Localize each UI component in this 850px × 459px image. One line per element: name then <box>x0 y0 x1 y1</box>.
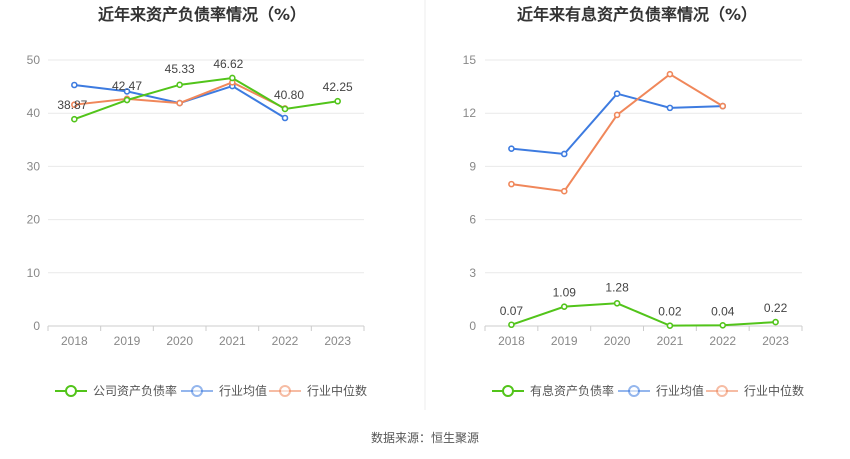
x-tick-label: 2023 <box>762 334 789 348</box>
y-tick-label: 9 <box>469 159 476 173</box>
data-label: 0.02 <box>658 305 682 319</box>
x-tick-label: 2018 <box>498 334 525 348</box>
legend-label: 行业均值 <box>219 383 267 398</box>
legend-marker <box>628 385 640 397</box>
data-point <box>71 115 78 123</box>
data-point <box>229 74 236 82</box>
data-point <box>281 114 289 122</box>
legend-label: 行业中位数 <box>307 383 367 398</box>
data-label: 0.07 <box>500 304 524 318</box>
data-label: 38.87 <box>57 98 87 112</box>
y-tick-label: 0 <box>33 319 40 333</box>
data-point <box>508 180 515 188</box>
series-line <box>511 92 723 156</box>
chart-panel-1: 近年来资产负债率情况（%） 0 10 20 30 40 50 2018 2019 2020 2021… <box>27 5 367 398</box>
legend-label: 有息资产负债率 <box>530 383 614 398</box>
data-label: 0.04 <box>711 304 735 318</box>
data-point <box>508 145 515 152</box>
chart-panel-2: 近年来有息资产负债率情况（%） 0 3 6 9 12 15 2018 2019 2020 2021 2… <box>463 5 804 398</box>
data-point <box>334 97 341 105</box>
legend-marker <box>65 385 77 397</box>
data-point <box>613 90 621 97</box>
data-label: 42.25 <box>323 80 353 94</box>
legend-label: 公司资产负债率 <box>93 383 177 398</box>
x-tick-label: 2019 <box>114 334 141 348</box>
data-point <box>613 300 621 307</box>
chart-title: 近年来有息资产负债率情况（%） <box>517 5 757 24</box>
data-point <box>666 70 674 78</box>
data-label: 46.62 <box>213 57 243 71</box>
legend-marker <box>502 385 514 397</box>
data-point <box>71 101 78 108</box>
legend-label: 行业中位数 <box>744 383 804 398</box>
legend-marker <box>191 385 203 397</box>
series-line <box>73 76 338 121</box>
x-tick-label: 2021 <box>657 334 684 348</box>
y-tick-label: 30 <box>27 159 41 173</box>
x-tick-label: 2022 <box>709 334 736 348</box>
data-label: 45.33 <box>165 62 195 76</box>
chart-title: 近年来资产负债率情况（%） <box>98 5 306 24</box>
y-tick-label: 15 <box>463 53 477 67</box>
legend-marker <box>279 385 291 397</box>
y-tick-label: 50 <box>27 53 41 67</box>
data-label: 42.47 <box>112 79 142 93</box>
data-point <box>123 96 131 104</box>
x-tick-label: 2021 <box>219 334 246 348</box>
data-point <box>560 150 568 158</box>
data-point <box>613 111 621 119</box>
data-label: 1.28 <box>605 280 629 294</box>
x-tick-label: 2022 <box>272 334 299 348</box>
data-point <box>772 318 779 326</box>
x-tick-label: 2020 <box>166 334 193 348</box>
y-tick-label: 10 <box>27 266 41 280</box>
data-label: 1.09 <box>553 286 577 300</box>
data-point <box>281 105 289 113</box>
x-tick-label: 2018 <box>61 334 88 348</box>
data-point <box>123 88 131 95</box>
x-tick-label: 2019 <box>551 334 578 348</box>
data-point <box>71 81 78 89</box>
data-point <box>666 104 674 112</box>
y-tick-label: 0 <box>469 319 476 333</box>
y-tick-label: 12 <box>463 106 477 120</box>
y-tick-label: 6 <box>469 213 476 227</box>
data-point <box>560 303 568 310</box>
source-note: 数据来源：恒生聚源 <box>371 430 479 445</box>
legend-label: 行业均值 <box>656 383 704 398</box>
data-point <box>176 99 183 107</box>
data-label: 0.22 <box>764 301 788 315</box>
series-line <box>511 302 776 327</box>
data-point <box>176 81 183 89</box>
legend-marker <box>716 385 728 397</box>
y-tick-label: 20 <box>27 213 41 227</box>
y-tick-label: 3 <box>469 266 476 280</box>
y-tick-label: 40 <box>27 106 41 120</box>
data-point <box>666 322 674 329</box>
x-tick-label: 2020 <box>604 334 631 348</box>
x-tick-label: 2023 <box>324 334 351 348</box>
data-point <box>719 321 727 329</box>
data-point <box>508 321 515 329</box>
data-point <box>560 187 568 195</box>
data-point <box>719 102 727 110</box>
data-label: 40.80 <box>274 88 304 102</box>
